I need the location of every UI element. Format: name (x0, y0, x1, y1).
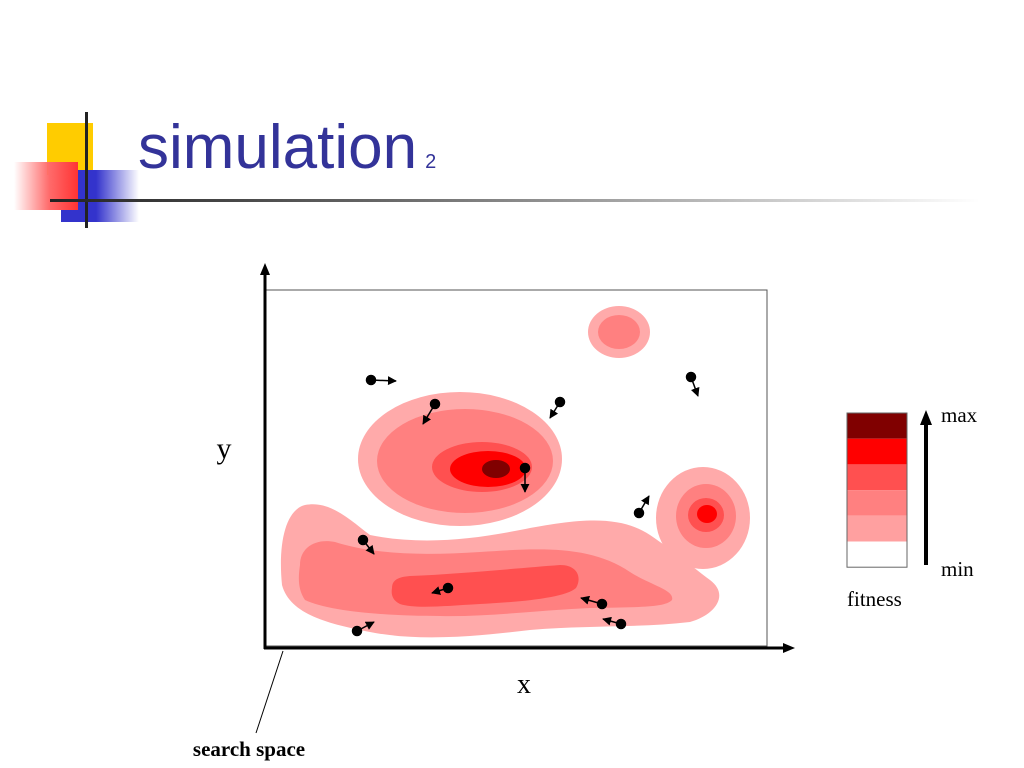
legend-swatch (847, 490, 907, 516)
search-space-label: search space (193, 737, 305, 761)
particle (602, 616, 627, 630)
legend-min-label: min (941, 557, 974, 581)
slide-number: 2 (425, 151, 437, 173)
x-axis-arrow-icon (783, 643, 795, 653)
fitness-legend: max min fitness (846, 403, 978, 611)
particle (365, 374, 397, 386)
deco-horizontal-rule (50, 199, 980, 202)
axes (260, 263, 795, 653)
legend-swatch (847, 438, 907, 465)
legend-max-label: max (941, 403, 978, 427)
fitness-region-small (588, 306, 650, 358)
particle (431, 582, 454, 595)
legend-swatch (847, 413, 907, 439)
fitness-region-oval (358, 392, 562, 526)
particle (351, 621, 375, 637)
particle (422, 398, 441, 425)
particle (685, 371, 700, 397)
y-axis-arrow-icon (260, 263, 270, 275)
legend-arrow-icon (920, 410, 932, 425)
legend-swatch (847, 464, 907, 491)
particle (357, 534, 375, 555)
legend-swatches (846, 412, 908, 568)
search-space-callout-line (255, 650, 284, 734)
y-axis-label: y (217, 432, 232, 465)
particles (351, 371, 700, 637)
fitness-region-circle (656, 467, 750, 569)
slide-title: simulation 2 (138, 108, 436, 202)
legend-caption: fitness (847, 587, 902, 611)
legend-swatch (847, 541, 907, 568)
fitness-region-band (280, 504, 720, 638)
deco-vertical-rule (85, 112, 88, 228)
deco-red-square (14, 162, 78, 210)
legend-swatch (847, 515, 907, 542)
particle (519, 462, 531, 493)
particle (633, 495, 650, 519)
legend-border (846, 412, 908, 568)
x-axis-label: x (517, 669, 531, 700)
particle (580, 595, 608, 610)
slide-title-text: simulation (138, 113, 418, 182)
particle (549, 396, 566, 419)
